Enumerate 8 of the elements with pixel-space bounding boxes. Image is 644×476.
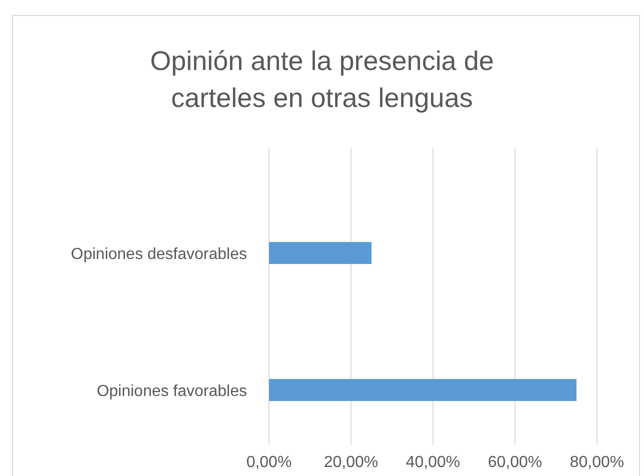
y-tick-label: Opiniones desfavorables <box>70 246 247 263</box>
x-tick-label: 80,00% <box>570 454 624 471</box>
x-tick-label: 40,00% <box>406 454 460 471</box>
chart-title: Opinión ante la presencia de carteles en otras lenguas <box>150 46 494 113</box>
y-tick-label: Opiniones favorables <box>96 383 247 400</box>
x-tick-label: 0,00% <box>246 454 292 471</box>
x-tick-label: 60,00% <box>488 454 542 471</box>
x-tick-label: 20,00% <box>324 454 378 471</box>
